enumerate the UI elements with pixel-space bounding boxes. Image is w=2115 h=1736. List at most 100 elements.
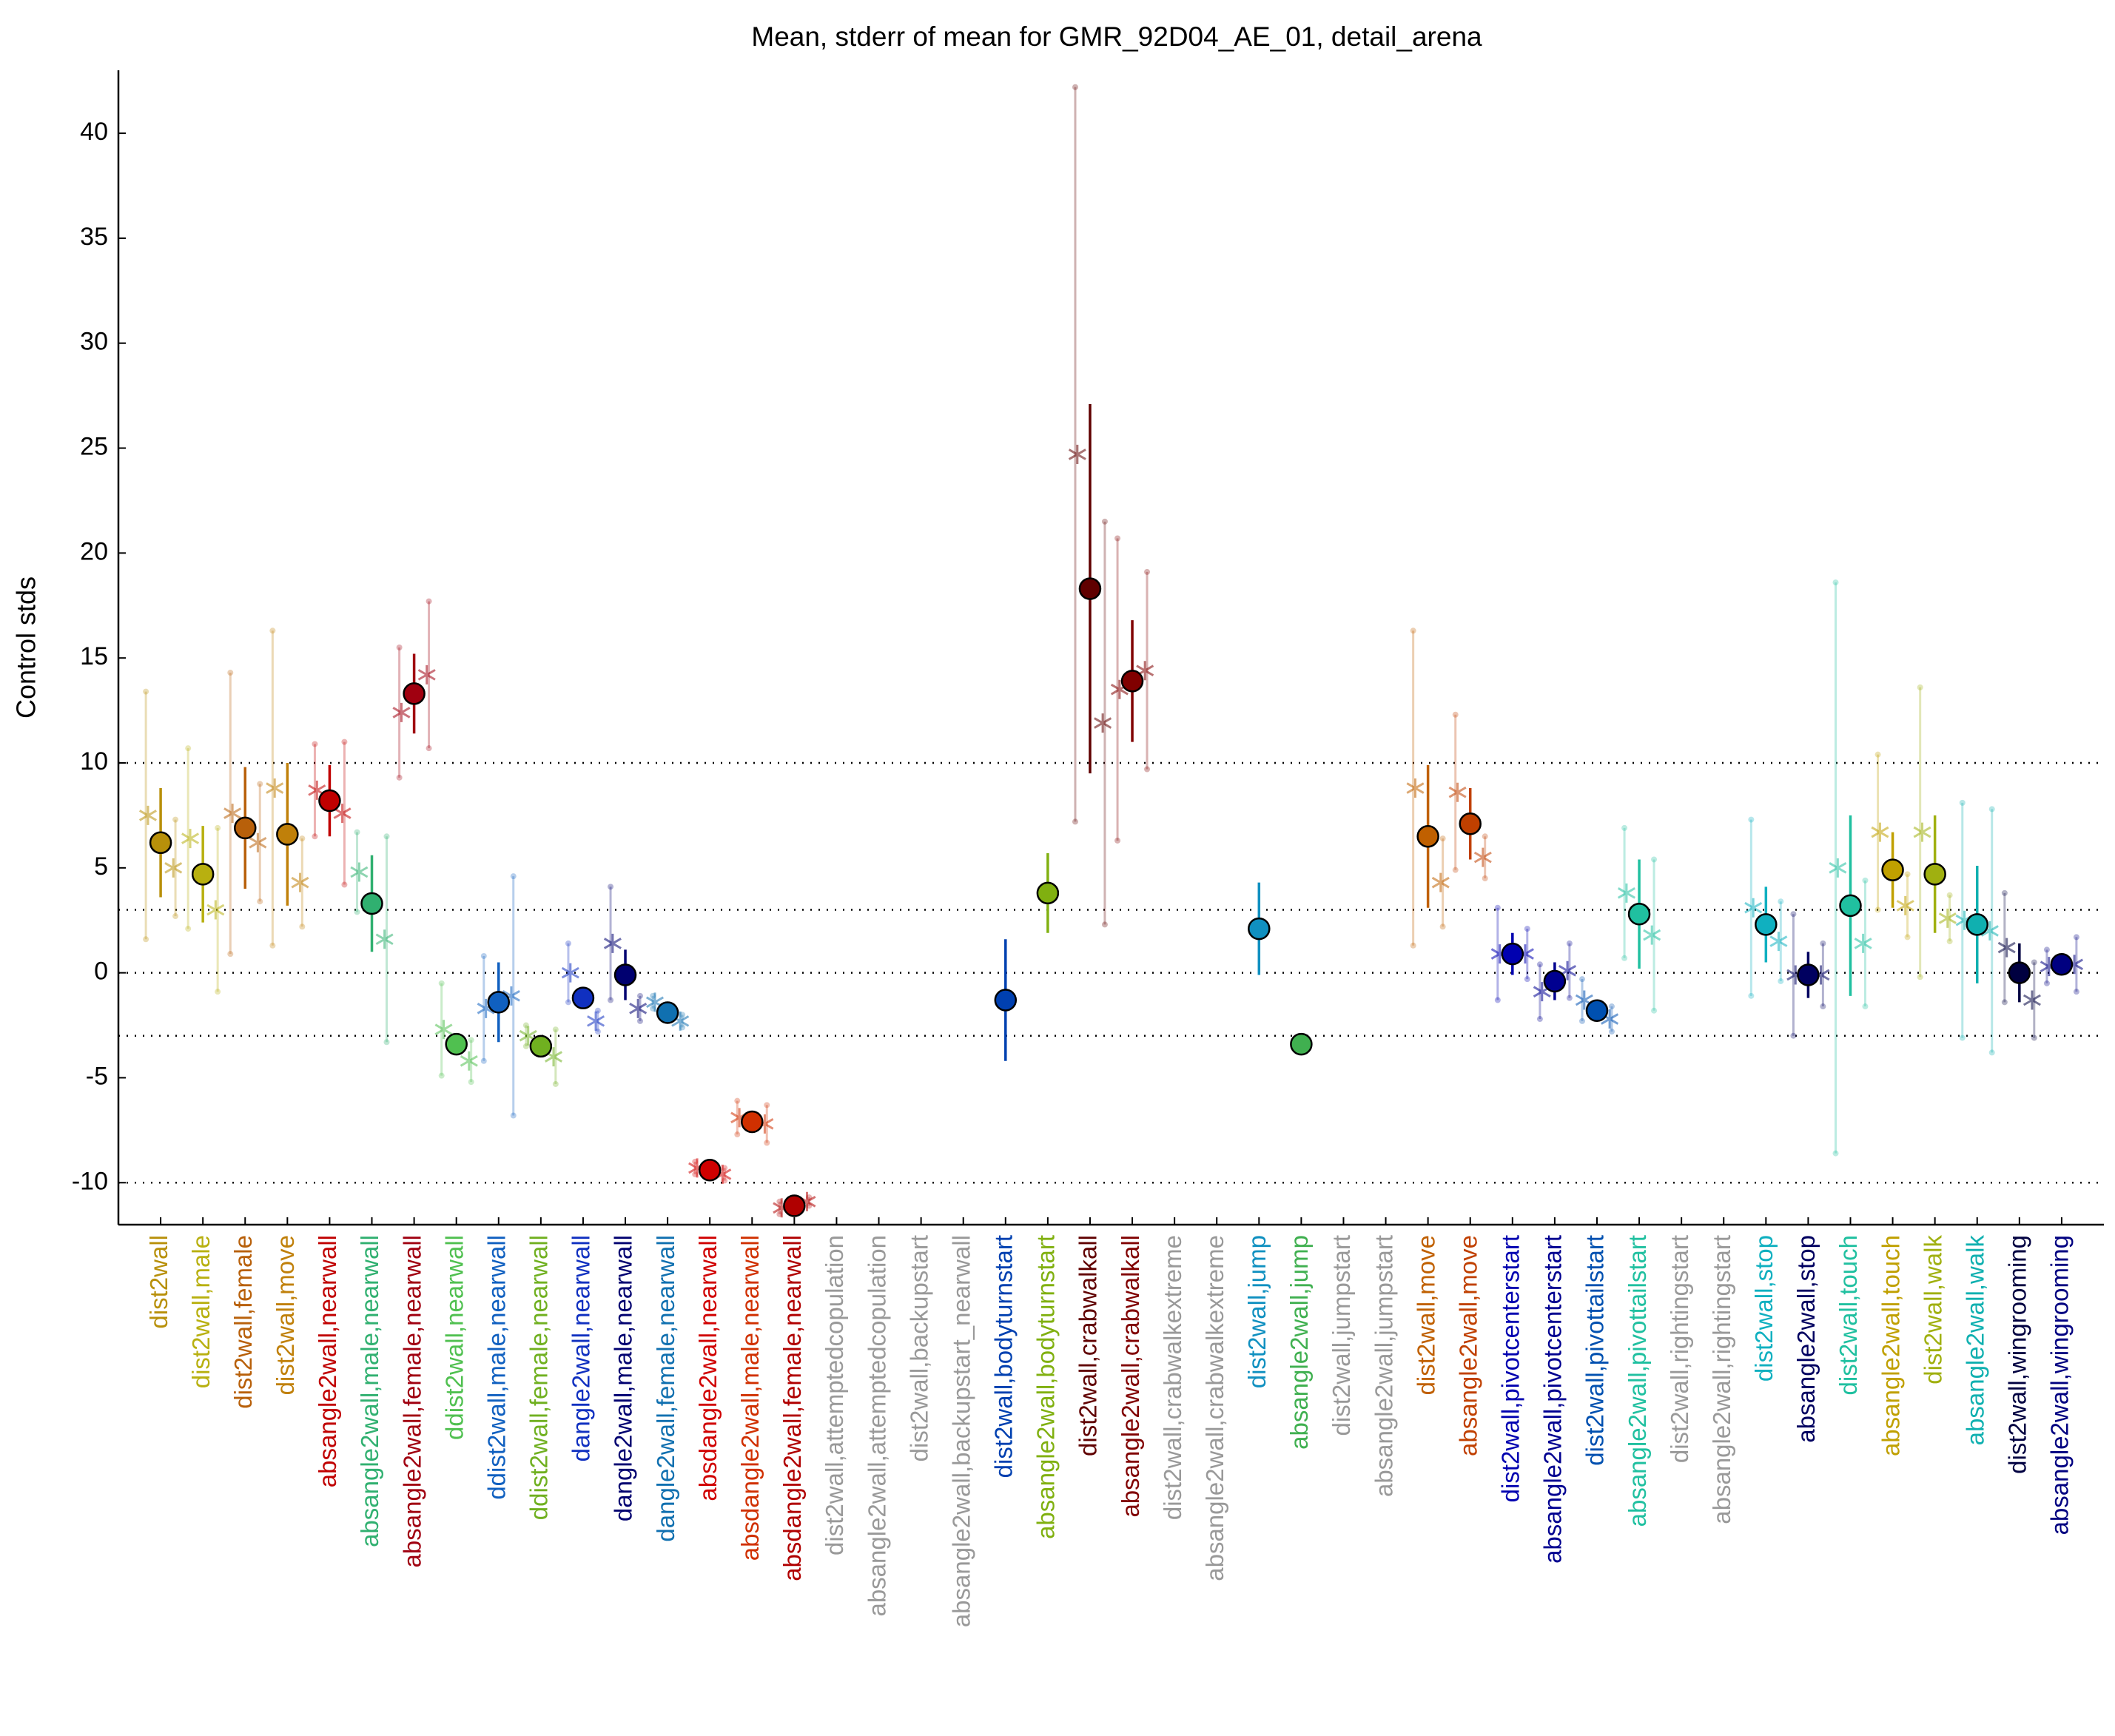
- male-marker: [1448, 782, 1467, 802]
- x-tick-label: dist2wall,touch: [1835, 1235, 1862, 1395]
- male-marker: [266, 778, 284, 798]
- female-error-bar-end: [2073, 989, 2079, 995]
- female-error-bar-end: [1101, 921, 1108, 928]
- x-tick-label: dist2wall,rightingstart: [1666, 1235, 1693, 1463]
- mean-marker: [1755, 913, 1778, 936]
- female-error-bar-end: [1778, 898, 1784, 905]
- mean-marker: [1036, 881, 1060, 905]
- male-error-bar-end: [1748, 992, 1755, 999]
- male-marker: [1871, 822, 1889, 842]
- male-error-bar-end: [227, 670, 234, 676]
- male-error-bar-end: [1874, 751, 1881, 758]
- male-error-bar-end: [438, 1072, 445, 1079]
- female-error-bar-end: [1946, 892, 1953, 898]
- x-tick-label: absangle2wall,pivotcenterstart: [1539, 1235, 1567, 1564]
- male-error-bar-end: [1536, 1016, 1543, 1023]
- y-tick-label: 30: [80, 328, 108, 356]
- female-error-bar-end: [1439, 835, 1446, 842]
- mean-marker: [1839, 894, 1862, 918]
- female-error-bar-end: [215, 824, 221, 831]
- female-error-bar-end: [172, 913, 179, 920]
- male-error-bar-end: [269, 628, 276, 634]
- male-error-bar-end: [143, 936, 149, 943]
- female-error-bar-end: [510, 873, 517, 880]
- female-marker: [1473, 847, 1492, 867]
- female-marker: [417, 665, 436, 684]
- x-tick-label: absangle2wall,pivottailstart: [1624, 1235, 1651, 1527]
- mean-marker: [360, 892, 383, 915]
- x-tick-label: dist2wall,bodyturnstart: [990, 1235, 1018, 1478]
- female-error-bar-end: [1904, 934, 1911, 941]
- male-error-bar-end: [565, 999, 571, 1006]
- male-marker: [1406, 778, 1425, 798]
- male-error-bar-end: [1536, 961, 1543, 968]
- x-tick-label: dist2wall,walk: [1919, 1235, 1946, 1385]
- male-error-bar-end: [396, 645, 403, 650]
- female-marker: [206, 900, 225, 920]
- x-tick-label: ddist2wall,male,nearwall: [482, 1235, 510, 1500]
- male-error-bar-end: [312, 833, 318, 840]
- female-error-bar-end: [764, 1102, 770, 1108]
- male-marker: [1829, 858, 1847, 878]
- mean-marker: [613, 963, 637, 986]
- x-tick-label: absangle2wall,wingrooming: [2046, 1235, 2074, 1535]
- x-tick-label: dist2wall,move: [272, 1235, 299, 1395]
- x-tick-label: absangle2wall,touch: [1877, 1235, 1904, 1456]
- female-error-bar-end: [1988, 806, 1995, 813]
- y-tick-label: -10: [72, 1167, 108, 1195]
- y-axis-label: Control stds: [11, 576, 41, 719]
- mean-marker: [571, 986, 595, 1009]
- x-tick-label: dist2wall,stop: [1750, 1235, 1778, 1382]
- male-error-bar-end: [2043, 980, 2050, 986]
- female-error-bar-end: [552, 1080, 559, 1087]
- x-tick-label: absangle2wall,jump: [1285, 1235, 1313, 1450]
- male-error-bar-end: [312, 741, 318, 747]
- x-tick-label: absangle2wall,male,nearwall: [356, 1235, 383, 1547]
- female-marker: [1769, 932, 1788, 952]
- female-error-bar-end: [172, 816, 179, 823]
- female-error-bar-end: [1904, 871, 1911, 878]
- male-error-bar-end: [354, 829, 360, 835]
- x-tick-label: dist2wall,crabwalkall: [1075, 1235, 1102, 1456]
- x-tick-label: dist2wall,male: [187, 1235, 215, 1388]
- female-marker: [164, 858, 183, 878]
- mean-marker: [1120, 670, 1144, 693]
- male-error-bar-end: [1452, 711, 1459, 718]
- male-error-bar-end: [480, 952, 487, 959]
- female-marker: [1854, 933, 1872, 953]
- mean-marker: [1459, 813, 1482, 835]
- x-tick-label: absangle2wall,walk: [1961, 1235, 1988, 1446]
- male-error-bar-end: [1621, 824, 1628, 831]
- female-error-bar-end: [468, 1037, 474, 1043]
- male-error-bar-end: [608, 997, 614, 1003]
- male-marker: [1913, 822, 1931, 842]
- x-tick-label: absangle2wall,jumpstart: [1370, 1235, 1397, 1497]
- male-error-bar-end: [1072, 84, 1078, 90]
- female-error-bar-end: [1439, 923, 1446, 930]
- female-marker: [1431, 872, 1450, 892]
- x-tick-label: absangle2wall,crabwalkextreme: [1201, 1235, 1228, 1581]
- mean-marker: [487, 991, 511, 1014]
- y-tick-label: 40: [80, 118, 108, 146]
- female-error-bar-end: [1820, 1003, 1826, 1010]
- female-error-bar-end: [1524, 926, 1530, 932]
- female-marker: [291, 872, 309, 892]
- female-error-bar-end: [1820, 940, 1826, 946]
- male-error-bar-end: [1494, 997, 1501, 1003]
- female-error-bar-end: [510, 1112, 517, 1119]
- male-error-bar-end: [1917, 974, 1923, 980]
- female-marker: [1094, 713, 1112, 733]
- y-tick-label: 35: [80, 223, 108, 251]
- mean-marker: [741, 1110, 764, 1134]
- female-error-bar-end: [1608, 1003, 1615, 1010]
- male-marker: [392, 702, 411, 722]
- male-error-bar-end: [1832, 1150, 1839, 1157]
- male-error-bar-end: [1748, 816, 1755, 823]
- male-error-bar-end: [185, 745, 192, 752]
- female-error-bar-end: [1566, 940, 1573, 946]
- female-error-bar-end: [1946, 938, 1953, 945]
- mean-marker: [1078, 577, 1102, 600]
- female-error-bar-end: [299, 835, 306, 842]
- x-tick-label: absangle2wall,bodyturnstart: [1032, 1235, 1060, 1539]
